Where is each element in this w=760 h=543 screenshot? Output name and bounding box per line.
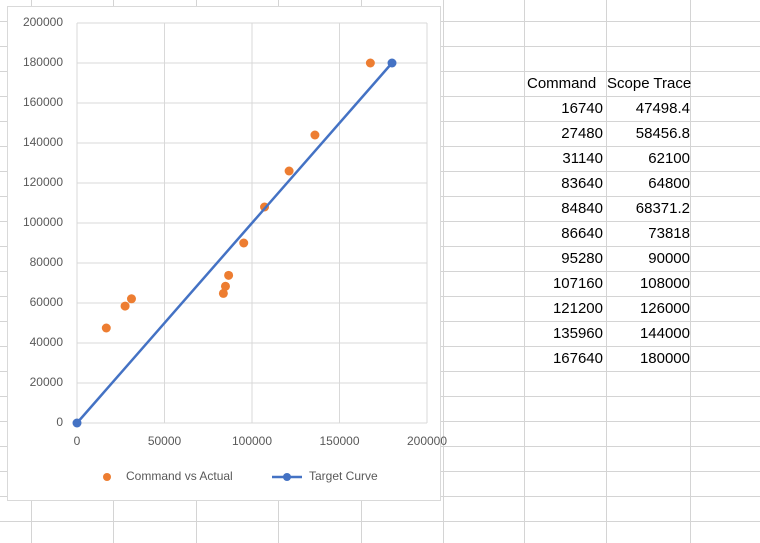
y-tick-label: 160000 xyxy=(23,95,63,109)
legend-label: Command vs Actual xyxy=(126,469,233,483)
point xyxy=(239,238,249,248)
cell: 167640 xyxy=(553,350,603,367)
cell: 31140 xyxy=(562,150,603,167)
y-tick-label: 80000 xyxy=(30,255,64,269)
point xyxy=(218,288,228,298)
point xyxy=(220,281,230,291)
cell: 16740 xyxy=(561,100,603,117)
cell: 126000 xyxy=(640,300,690,317)
point xyxy=(284,166,294,176)
point xyxy=(224,270,234,280)
x-tick-label: 0 xyxy=(74,434,81,448)
y-tick-label: 120000 xyxy=(23,175,63,189)
cell: 121200 xyxy=(553,300,603,317)
cell: 144000 xyxy=(640,325,690,342)
x-tick-label: 100000 xyxy=(232,434,272,448)
chart: 0 20000 40000 60000 80000 100000 120000 140000 1… xyxy=(23,15,447,483)
cell: 86640 xyxy=(561,225,603,242)
point xyxy=(120,301,130,311)
x-tick-label: 200000 xyxy=(407,434,447,448)
y-tick-label: 0 xyxy=(56,415,63,429)
cell: 135960 xyxy=(553,325,603,342)
y-tick-label: 40000 xyxy=(30,335,64,349)
y-tick-label: 60000 xyxy=(30,295,64,309)
cell: 27480 xyxy=(561,125,603,142)
cell: 47498.4 xyxy=(636,100,690,117)
y-tick-label: 200000 xyxy=(23,15,63,29)
cell: 58456.8 xyxy=(636,125,690,142)
y-tick-label: 100000 xyxy=(23,215,63,229)
point xyxy=(310,130,320,140)
y-tick-label: 180000 xyxy=(23,55,63,69)
point xyxy=(387,58,397,68)
cell: 84840 xyxy=(561,200,603,217)
cell: 107160 xyxy=(553,275,603,292)
cell: 90000 xyxy=(648,250,690,267)
cell: 62100 xyxy=(648,150,690,167)
cell: 95280 xyxy=(561,250,603,267)
point xyxy=(365,58,375,68)
point xyxy=(126,294,136,304)
column-header: Command xyxy=(527,75,596,92)
y-tick-label: 140000 xyxy=(23,135,63,149)
x-tick-label: 50000 xyxy=(148,434,182,448)
legend-marker xyxy=(103,473,111,481)
point xyxy=(101,323,111,333)
line xyxy=(76,62,393,424)
y-tick-label: 20000 xyxy=(30,375,64,389)
legend-label: Target Curve xyxy=(309,469,378,483)
column-header: Scope Trace xyxy=(607,75,691,92)
cell: 180000 xyxy=(640,350,690,367)
cell: 73818 xyxy=(648,225,690,242)
x-tick-label: 150000 xyxy=(319,434,359,448)
cell: 64800 xyxy=(648,175,690,192)
cell: 68371.2 xyxy=(636,200,690,217)
point xyxy=(72,418,82,428)
cell: 83640 xyxy=(561,175,603,192)
legend-marker xyxy=(283,473,291,481)
cell: 108000 xyxy=(640,275,690,292)
